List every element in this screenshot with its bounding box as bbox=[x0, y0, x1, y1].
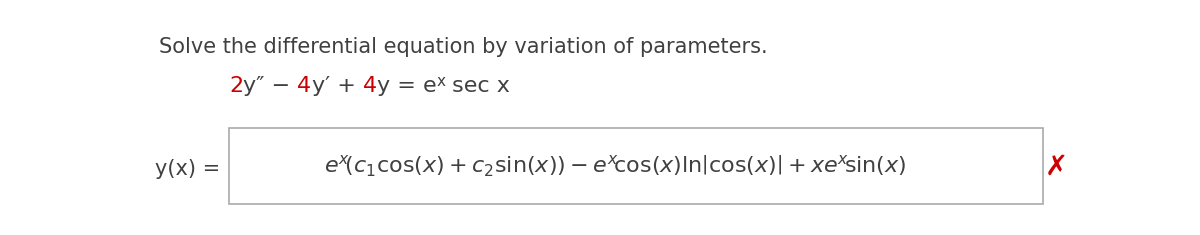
Text: 2: 2 bbox=[229, 75, 244, 96]
Text: y = e: y = e bbox=[377, 75, 437, 96]
Text: y″ −: y″ − bbox=[244, 75, 298, 96]
Text: sec x: sec x bbox=[445, 75, 510, 96]
FancyBboxPatch shape bbox=[229, 128, 1043, 204]
Text: x: x bbox=[437, 74, 445, 89]
Text: 4: 4 bbox=[362, 75, 377, 96]
Text: 4: 4 bbox=[298, 75, 312, 96]
Text: $e^{x}\!\left(c_1\cos(x)+c_2\sin(x)\right)-e^{x}\!\cos(x)\ln\!\left|\cos(x)\righ: $e^{x}\!\left(c_1\cos(x)+c_2\sin(x)\righ… bbox=[324, 154, 906, 179]
Text: Solve the differential equation by variation of parameters.: Solve the differential equation by varia… bbox=[160, 37, 768, 57]
Text: y′ +: y′ + bbox=[312, 75, 362, 96]
Text: ✗: ✗ bbox=[1045, 153, 1068, 181]
Text: y(x) =: y(x) = bbox=[155, 159, 227, 179]
